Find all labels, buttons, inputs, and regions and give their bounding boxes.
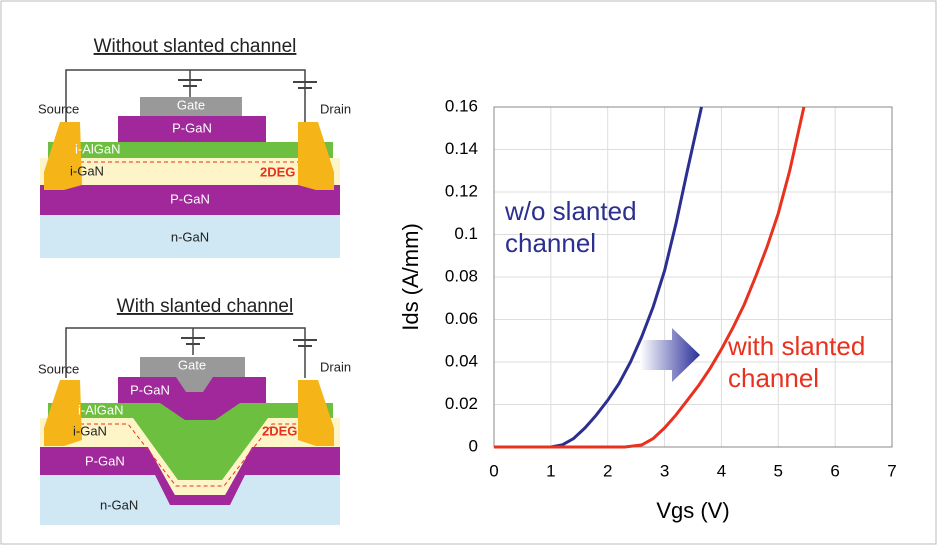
label: P-GaN xyxy=(130,382,170,397)
label: Gate xyxy=(177,97,205,112)
series-line xyxy=(494,106,806,449)
p-gan-gate xyxy=(118,377,266,420)
y-tick-label: 0.04 xyxy=(445,351,478,370)
x-tick-label: 1 xyxy=(546,461,555,480)
label: i-GaN xyxy=(73,423,107,438)
label: n-GaN xyxy=(100,497,138,512)
shift-arrow xyxy=(640,328,700,382)
label: Drain xyxy=(320,101,351,116)
diagram-title: With slanted channel xyxy=(117,296,293,317)
source-contact xyxy=(44,122,82,190)
plot-frame xyxy=(493,106,893,448)
algan-layer xyxy=(48,403,333,480)
y-tick-label: 0.12 xyxy=(445,181,478,200)
n-gan-layer xyxy=(40,215,340,258)
x-tick-label: 0 xyxy=(489,461,498,480)
label: Gate xyxy=(178,357,206,372)
label: i-AlGaN xyxy=(75,141,121,156)
x-tick-label: 3 xyxy=(660,461,669,480)
series-label: with slanted channel xyxy=(728,331,866,393)
n-gan-layer xyxy=(40,475,340,525)
2deg-line xyxy=(80,423,300,487)
x-tick-label: 6 xyxy=(830,461,839,480)
x-tick-label: 7 xyxy=(887,461,896,480)
wire xyxy=(65,327,306,378)
y-tick-label: 0.08 xyxy=(445,266,478,285)
diagram-title: Without slanted channel xyxy=(94,36,297,57)
y-tick-label: 0.16 xyxy=(445,96,478,115)
label: P-GaN xyxy=(85,453,125,468)
label: Source xyxy=(38,101,79,116)
x-tick-label: 4 xyxy=(717,461,726,480)
p-gan-layer xyxy=(40,185,340,215)
x-tick-label: 5 xyxy=(774,461,783,480)
p-gan-layer xyxy=(40,447,340,505)
label: i-AlGaN xyxy=(78,402,124,417)
y-tick-label: 0.1 xyxy=(454,224,478,243)
drain-contact xyxy=(298,380,334,446)
label: P-GaN xyxy=(172,120,212,135)
wire xyxy=(65,69,306,122)
label: Drain xyxy=(320,359,351,374)
label: 2DEG xyxy=(260,164,295,179)
label: Source xyxy=(38,361,79,376)
y-tick-label: 0.02 xyxy=(445,394,478,413)
gate xyxy=(140,97,242,116)
drain-contact xyxy=(298,122,334,190)
label: i-GaN xyxy=(70,163,104,178)
y-tick-label: 0 xyxy=(469,436,478,455)
y-tick-label: 0.14 xyxy=(445,139,478,158)
gate xyxy=(140,357,245,392)
p-gan-gate xyxy=(118,116,266,142)
label: n-GaN xyxy=(171,229,209,244)
algan-layer xyxy=(48,142,333,158)
source-contact xyxy=(44,380,82,446)
label: P-GaN xyxy=(170,191,210,206)
y-tick-label: 0.06 xyxy=(445,309,478,328)
y-axis-label: Ids (A/mm) xyxy=(398,223,423,331)
diagram-without: Without slanted channel Source Gate Drai… xyxy=(38,36,351,258)
diagram-with: With slanted channel Source Gate Drain P… xyxy=(38,296,351,525)
label: 2DEG xyxy=(262,423,297,438)
series-label: w/o slanted channel xyxy=(505,196,637,258)
x-axis-label: Vgs (V) xyxy=(656,498,729,523)
x-tick-label: 2 xyxy=(603,461,612,480)
chart: Ids (A/mm) Vgs (V) 0 0.02 0.04 0.06 0.08 0.1 0… xyxy=(398,96,897,522)
